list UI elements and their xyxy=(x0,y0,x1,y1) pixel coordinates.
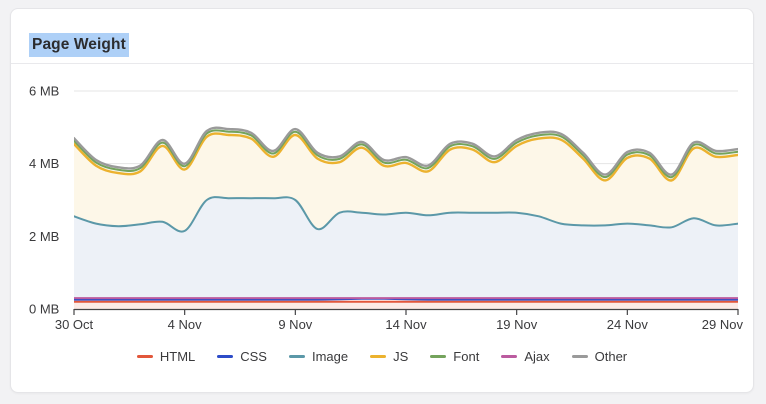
page-title: Page Weight xyxy=(29,33,129,57)
y-tick-label-1: 2 MB xyxy=(29,229,59,244)
y-tick-label-0: 0 MB xyxy=(29,302,59,317)
series-line-js[interactable] xyxy=(74,132,738,182)
legend-swatch-font xyxy=(430,355,447,358)
legend-label-other: Other xyxy=(594,349,628,364)
legend-item-image[interactable]: Image xyxy=(288,349,349,364)
x-tick-label-3: 14 Nov xyxy=(385,317,427,332)
legend-label-image: Image xyxy=(311,349,349,364)
x-tick-label-4: 19 Nov xyxy=(496,317,538,332)
y-tick-label-3: 6 MB xyxy=(29,84,59,99)
page-weight-chart[interactable]: 30 Oct 4 Nov 9 Nov 14 Nov 19 Nov 24 Nov 29 Nov… xyxy=(11,64,754,342)
legend-swatch-css xyxy=(217,355,234,358)
legend-swatch-image xyxy=(288,355,305,358)
legend-item-other[interactable]: Other xyxy=(571,349,628,364)
area-fill-js xyxy=(74,133,738,232)
x-tick-label-5: 24 Nov xyxy=(607,317,649,332)
legend-label-ajax: Ajax xyxy=(524,349,550,364)
series-line-font[interactable] xyxy=(74,129,738,179)
series-line-css[interactable] xyxy=(74,297,738,301)
plot-area[interactable] xyxy=(74,126,738,309)
legend-swatch-html xyxy=(136,355,153,358)
x-tick-label-1: 4 Nov xyxy=(168,317,202,332)
series-line-image[interactable] xyxy=(74,196,738,233)
legend-swatch-other xyxy=(571,355,588,358)
legend-item-js[interactable]: JS xyxy=(370,349,408,364)
legend-label-js: JS xyxy=(393,349,409,364)
page-weight-card: Page Weight 30 Oct 4 Nov 9 Nov 14 Nov 19 Nov… xyxy=(10,8,754,393)
x-tick-label-6: 29 Nov xyxy=(702,317,744,332)
legend-label-font: Font xyxy=(453,349,480,364)
x-tick-label-2: 9 Nov xyxy=(278,317,312,332)
legend-item-font[interactable]: Font xyxy=(430,349,479,364)
x-tick-label-0: 30 Oct xyxy=(55,317,94,332)
legend-item-ajax[interactable]: Ajax xyxy=(501,349,550,364)
legend-label-html: HTML xyxy=(159,349,196,364)
legend-item-css[interactable]: CSS xyxy=(217,349,267,364)
area-fill-image xyxy=(74,197,738,299)
y-tick-label-2: 4 MB xyxy=(29,156,59,171)
chart-legend: HTML CSS Image JS Font Ajax Other xyxy=(11,349,753,364)
legend-label-css: CSS xyxy=(240,349,267,364)
legend-swatch-ajax xyxy=(501,355,518,358)
legend-item-html[interactable]: HTML xyxy=(136,349,196,364)
area-fill-html xyxy=(74,301,738,309)
legend-swatch-js xyxy=(370,355,387,358)
card-header: Page Weight xyxy=(11,9,753,64)
series-line-other[interactable] xyxy=(74,126,738,176)
